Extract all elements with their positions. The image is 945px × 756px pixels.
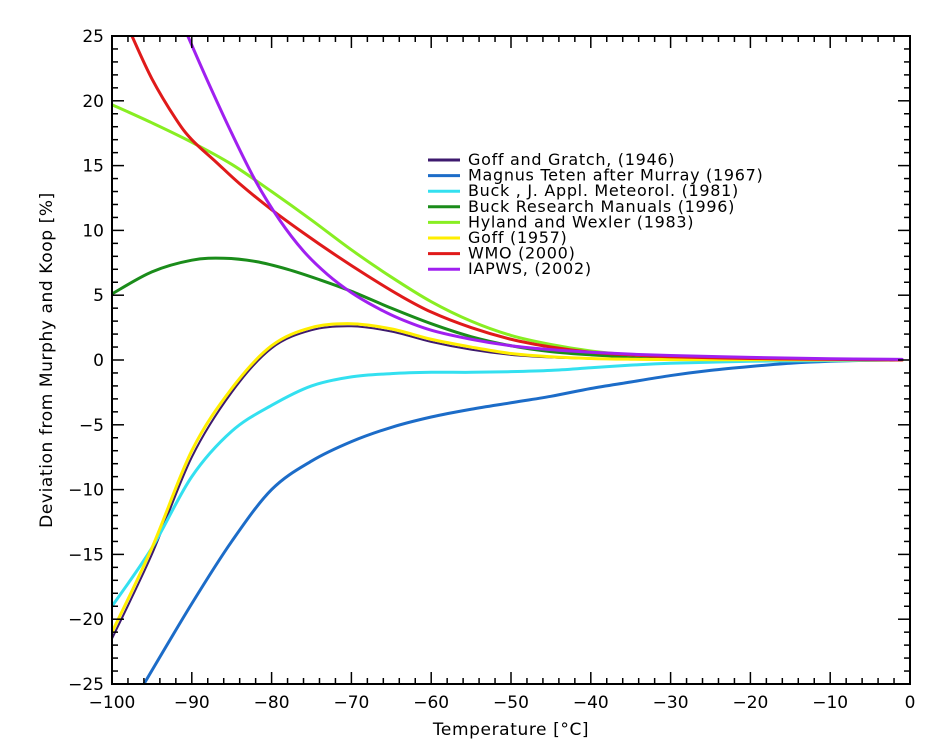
x-tick-label: −30 [653, 693, 689, 713]
series-line-6 [112, 322, 904, 634]
series-layer [112, 36, 904, 684]
x-tick-label: −90 [174, 693, 210, 713]
legend-label-6: Goff (1957) [468, 228, 567, 247]
x-tick-label: 0 [905, 693, 916, 713]
x-tick-label: −80 [254, 693, 290, 713]
legend-label-1: Goff and Gratch, (1946) [468, 150, 675, 169]
y-tick-label: −5 [79, 416, 104, 436]
y-tick-label: 20 [82, 92, 104, 112]
y-tick-label: 25 [82, 27, 104, 47]
y-tick-label: −10 [68, 481, 104, 501]
axis-layer: −100 −90 −80 −70 −60 −50 −40 −30 −20 −10 0−25−20−1… [68, 27, 915, 713]
y-tick-label: 0 [93, 351, 104, 371]
x-axis-title: Temperature [°C] [432, 720, 589, 740]
series-line-3 [112, 358, 904, 608]
legend-label-2: Magnus Teten after Murray (1967) [468, 166, 763, 185]
y-tick-label: −25 [68, 675, 104, 695]
legend-label-7: WMO (2000) [468, 244, 576, 263]
y-tick-label: −20 [68, 610, 104, 630]
legend-label-4: Buck Research Manuals (1996) [468, 197, 735, 216]
x-tick-label: −20 [732, 693, 768, 713]
y-tick-label: −15 [68, 545, 104, 565]
series-line-8 [186, 36, 904, 361]
legend-label-8: IAPWS, (2002) [468, 259, 592, 278]
x-tick-label: −50 [493, 693, 529, 713]
legend-label-5: Hyland and Wexler (1983) [468, 212, 694, 231]
x-tick-label: −100 [89, 693, 136, 713]
y-axis-title: Deviation from Murphy and Koop [%] [37, 192, 57, 528]
y-tick-label: 15 [82, 157, 104, 177]
legend-label-3: Buck , J. Appl. Meteorol. (1981) [468, 181, 739, 200]
y-tick-label: 5 [93, 286, 104, 306]
legend: Goff and Gratch, (1946)Magnus Teten afte… [428, 150, 763, 278]
x-tick-label: −70 [333, 693, 369, 713]
x-tick-label: −40 [573, 693, 609, 713]
x-tick-label: −60 [413, 693, 449, 713]
series-line-2 [142, 358, 904, 684]
y-tick-label: 10 [82, 221, 104, 241]
x-tick-label: −10 [812, 693, 848, 713]
